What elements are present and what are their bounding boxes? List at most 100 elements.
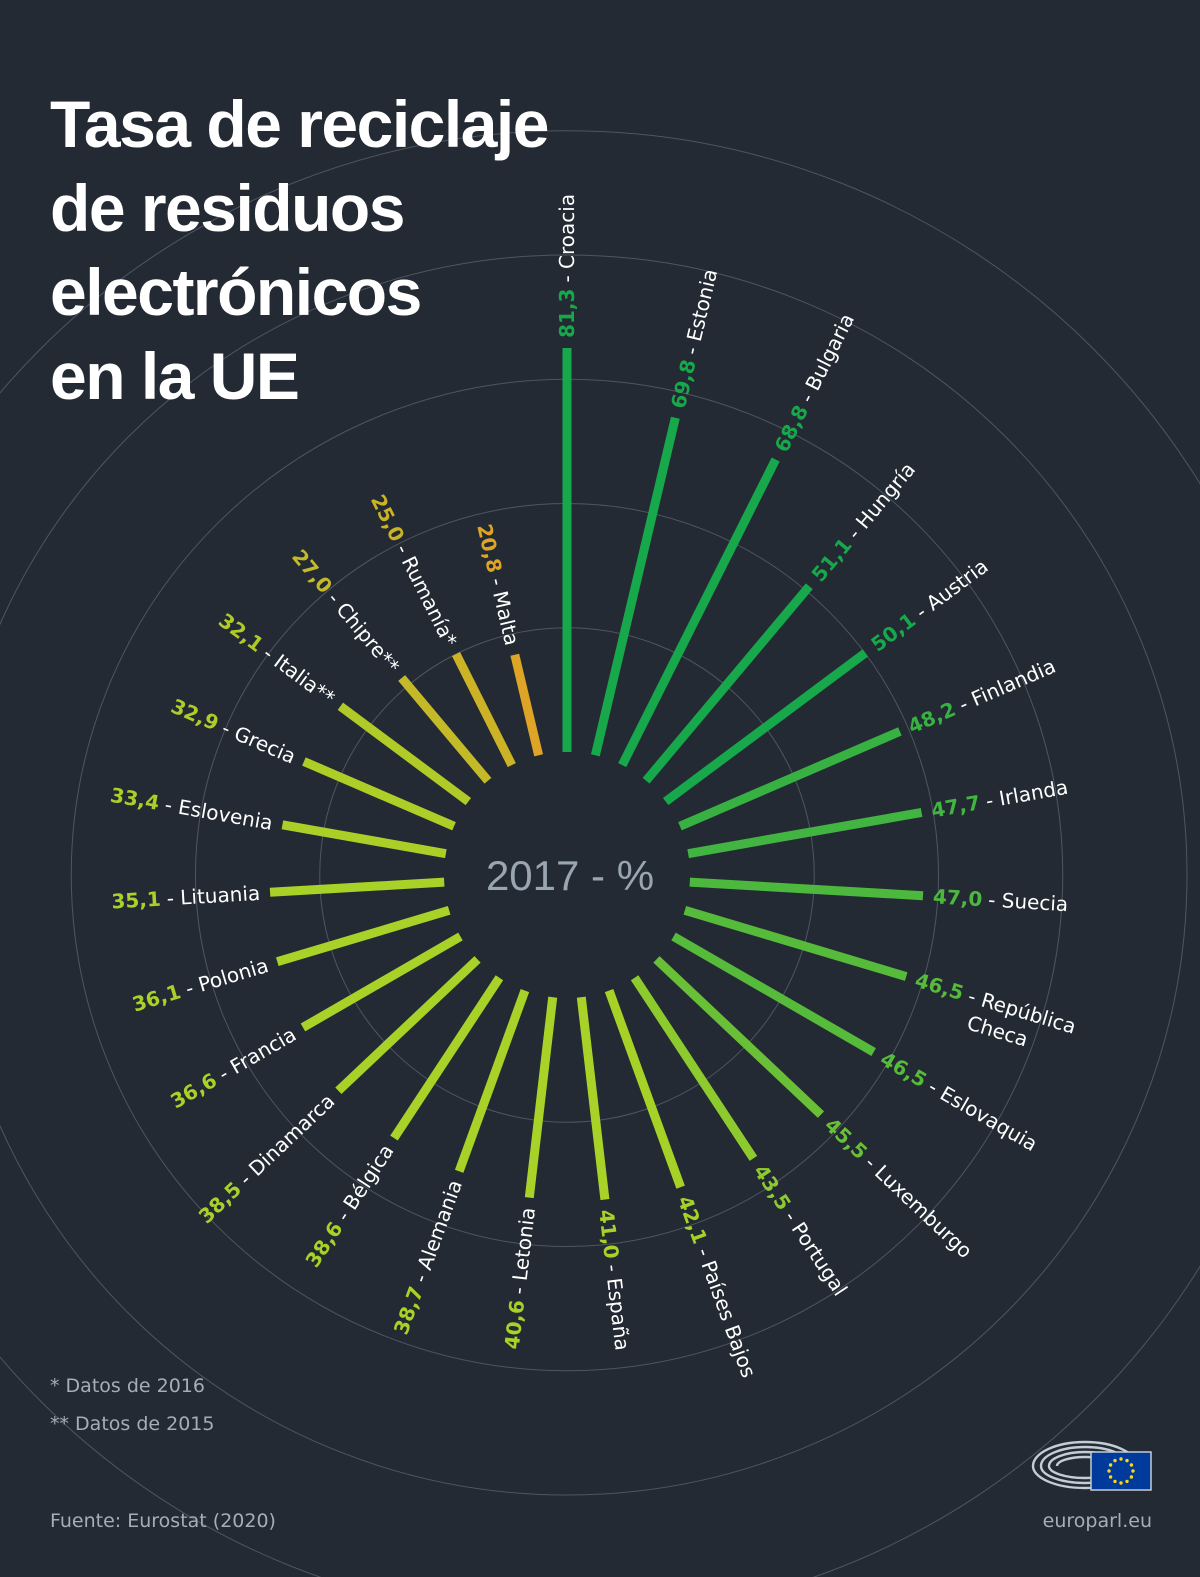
- country-label: - Eslovaquia: [924, 1074, 1041, 1156]
- star-icon: [1131, 1469, 1135, 1473]
- star-icon: [1129, 1475, 1134, 1479]
- title-line: Tasa de reciclaje: [50, 87, 549, 161]
- bar: [275, 905, 451, 967]
- bar: [524, 996, 558, 1199]
- bar: [300, 932, 463, 1032]
- bar: [302, 757, 456, 831]
- star-icon: [1113, 1479, 1117, 1484]
- bar: [452, 652, 516, 768]
- bar: [269, 877, 445, 897]
- country-label: - Malta: [485, 575, 524, 647]
- footnote-2016: * Datos de 2016: [50, 1375, 205, 1397]
- title-line: de residuos: [50, 171, 405, 245]
- value-label: 47,0: [932, 884, 983, 911]
- country-label: - Dinamarca: [234, 1089, 339, 1190]
- data-label: 40,6 - Letonia: [500, 1206, 540, 1350]
- bar: [683, 905, 908, 981]
- data-label: 51,1- Hungría: [807, 457, 921, 586]
- value-label: 25,0: [366, 491, 410, 546]
- value-label: 69,8: [666, 357, 701, 411]
- data-label: 25,0- Rumanía*: [366, 491, 462, 651]
- value-label: 46,5: [876, 1047, 931, 1092]
- country-label: - Estonia: [679, 267, 722, 357]
- bar: [662, 649, 869, 806]
- bar: [281, 820, 447, 859]
- star-icon: [1119, 1481, 1123, 1485]
- country-label: - Bulgaria: [794, 309, 859, 406]
- value-label: 68,8: [769, 401, 813, 456]
- country-label: - Italia**: [259, 641, 340, 710]
- site-url: europarl.eu: [1042, 1510, 1152, 1532]
- bar: [337, 702, 472, 806]
- bar: [390, 975, 504, 1141]
- country-label: - Eslovenia: [163, 792, 275, 835]
- country-label: - Finlandia: [955, 654, 1059, 717]
- data-label: 20,8- Malta: [472, 521, 524, 647]
- data-label: 43,5- Portugal: [749, 1160, 852, 1300]
- bar: [653, 956, 825, 1118]
- country-label: - Suecia: [988, 888, 1069, 917]
- value-label: 36,6: [166, 1068, 221, 1113]
- bar: [678, 727, 902, 831]
- center-label: 2017 - %: [486, 852, 654, 899]
- country-label: - Países Bajos: [692, 1245, 761, 1381]
- data-label: 45,5- Luxemburgo: [820, 1113, 977, 1263]
- bar: [576, 996, 610, 1201]
- eu-stars-icon: [1107, 1457, 1135, 1485]
- value-label: 27,0: [287, 545, 337, 598]
- data-label: 32,1- Italia**: [214, 608, 339, 710]
- grid-ring: [0, 254, 1188, 1496]
- star-icon: [1125, 1458, 1129, 1463]
- value-label: 42,1: [673, 1192, 712, 1247]
- country-label: - Rumanía*: [391, 540, 462, 650]
- value-label: 33,4: [108, 783, 161, 815]
- data-label: 36,1- Polonia: [129, 953, 271, 1016]
- country-label: - Croacia: [555, 194, 579, 283]
- value-label: 35,1: [111, 887, 162, 914]
- value-label: 36,1: [129, 979, 183, 1016]
- star-icon: [1129, 1463, 1134, 1467]
- value-label: 38,7: [389, 1283, 428, 1338]
- data-label: 41,0- España: [594, 1208, 634, 1352]
- country-label: - Letonia: [506, 1206, 540, 1295]
- data-label: 50,1- Austria: [866, 554, 992, 657]
- value-label: 51,1: [807, 533, 857, 586]
- data-label: 46,5- Eslovaquia: [876, 1047, 1041, 1156]
- page-title: Tasa de reciclaje de residuos electrónic…: [50, 82, 550, 418]
- bar: [510, 653, 544, 757]
- footnotes: * Datos de 2016 ** Datos de 2015: [50, 1367, 214, 1443]
- footnote-2015: ** Datos de 2015: [50, 1413, 215, 1435]
- value-label: 32,1: [214, 608, 268, 657]
- value-label: 41,0: [594, 1208, 624, 1260]
- star-icon: [1125, 1479, 1129, 1484]
- data-label: 81,3 - Croacia: [555, 194, 579, 338]
- value-label: 38,5: [194, 1177, 246, 1228]
- country-label: - Grecia: [218, 716, 299, 769]
- star-icon: [1108, 1475, 1113, 1479]
- bar: [604, 989, 685, 1189]
- value-label: 81,3: [555, 289, 579, 338]
- grid-ring: [0, 130, 1200, 1577]
- star-icon: [1113, 1458, 1117, 1463]
- data-label: 36,6- Francia: [166, 1022, 300, 1113]
- data-label: 38,7- Alemania: [389, 1177, 467, 1338]
- bar: [689, 877, 924, 901]
- country-label: - Irlanda: [984, 775, 1070, 813]
- bar: [618, 457, 780, 768]
- bar: [398, 675, 492, 784]
- value-label: 38,6: [300, 1217, 347, 1271]
- bar: [590, 416, 680, 757]
- data-label: 32,9- Grecia: [168, 694, 300, 769]
- data-label: 47,7- Irlanda: [929, 775, 1070, 823]
- country-label: - Polonia: [182, 953, 271, 1001]
- country-label: - Chipre**: [323, 587, 405, 678]
- country-label: - Francia: [214, 1022, 300, 1086]
- value-label: 48,2: [904, 697, 959, 739]
- bar: [642, 583, 813, 784]
- data-label: 68,8- Bulgaria: [769, 309, 859, 455]
- data-label: 38,6- Bélgica: [300, 1140, 398, 1272]
- value-label: 47,7: [929, 790, 982, 822]
- data-label: 48,2- Finlandia: [904, 654, 1059, 739]
- bar: [687, 808, 923, 859]
- bar: [671, 932, 876, 1056]
